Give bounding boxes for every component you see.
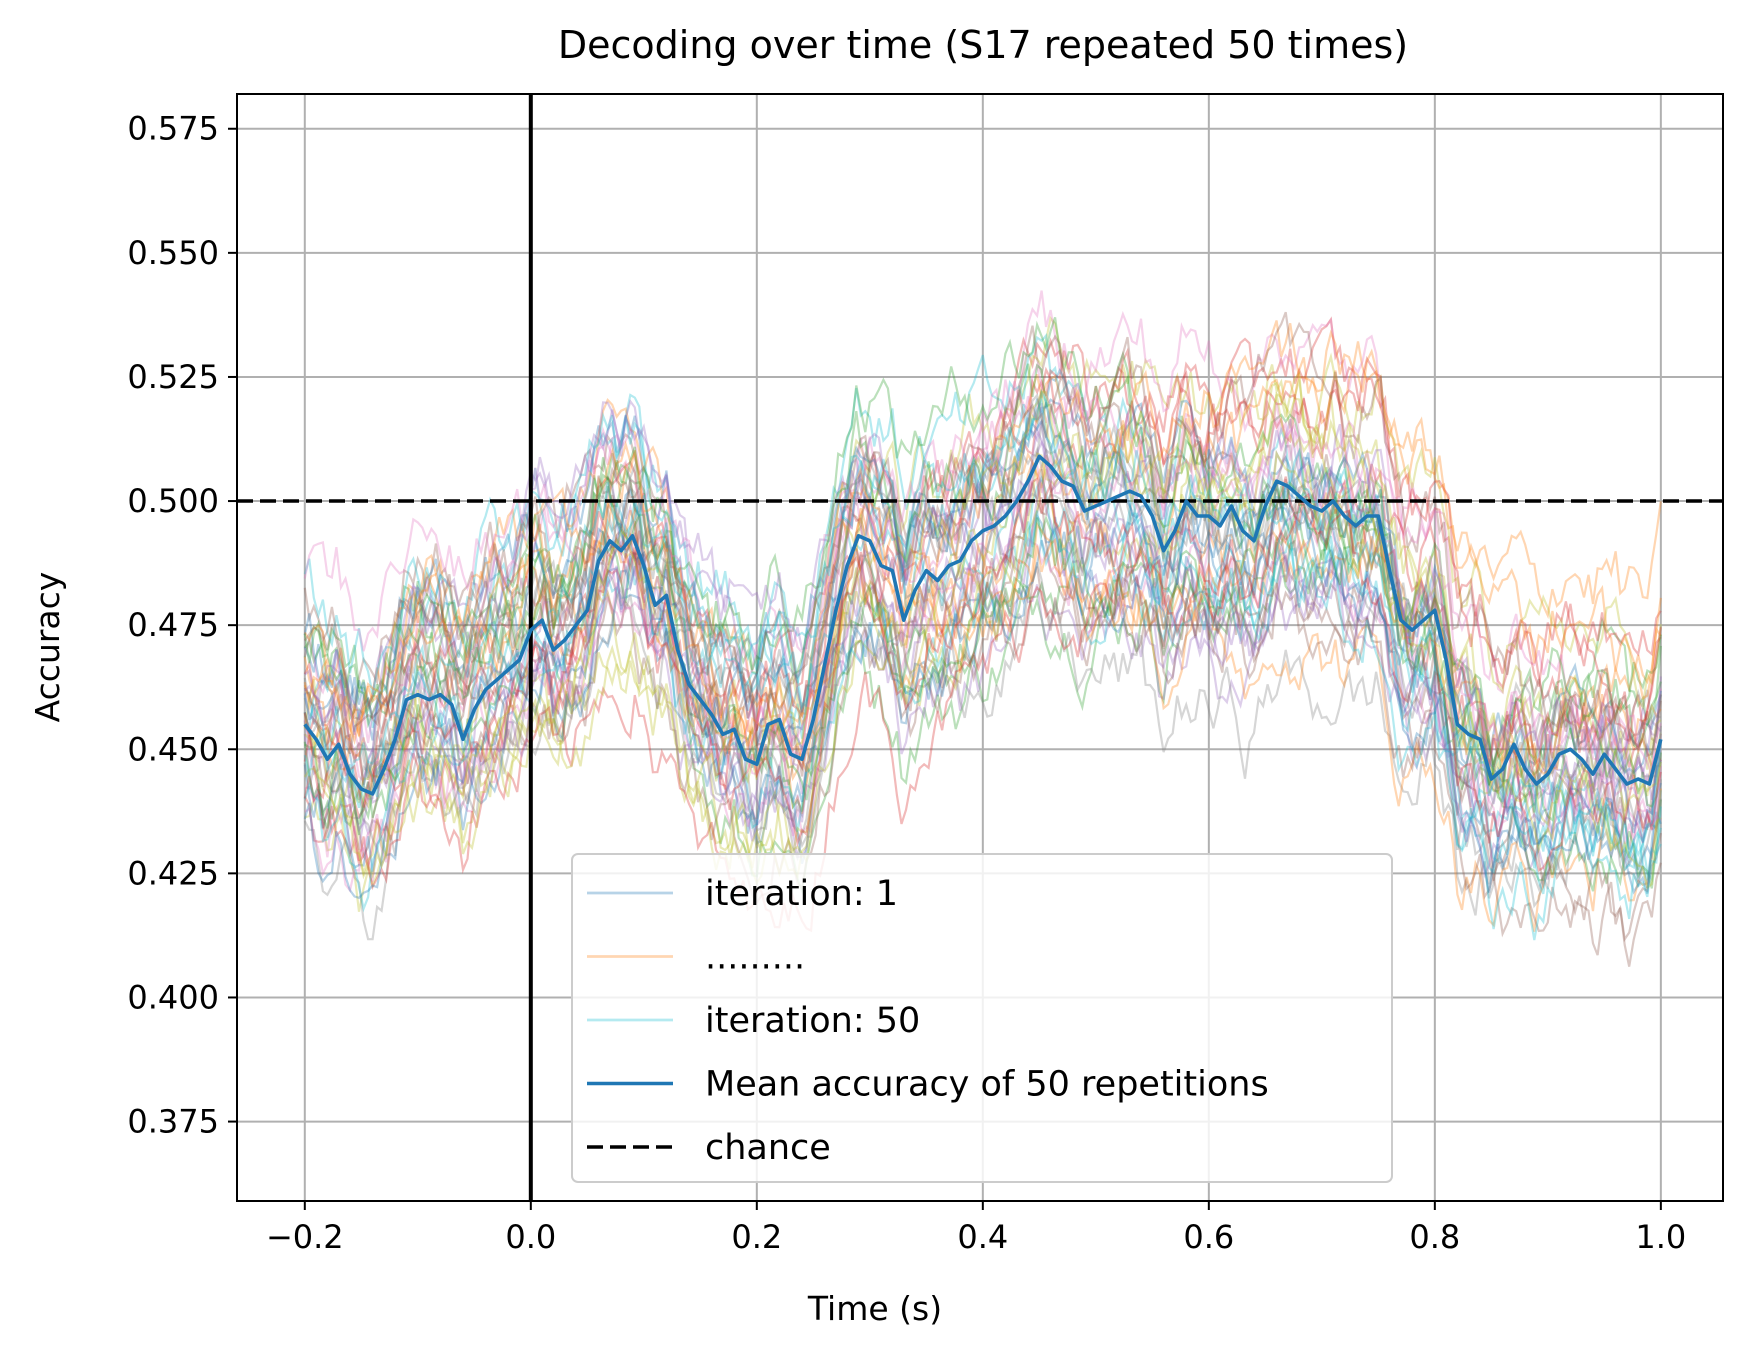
x-tick-label: 0.8 (1409, 1218, 1460, 1256)
x-tick-label: 0.2 (731, 1218, 782, 1256)
y-tick-label: 0.525 (127, 358, 219, 396)
y-axis-ticks: 0.375 0.400 0.425 0.450 0.475 0.500 0.525 0.550… (127, 110, 237, 1141)
x-tick-label: 0.0 (505, 1218, 556, 1256)
plot-frame (236, 93, 1724, 1202)
y-tick-label: 0.400 (127, 978, 219, 1016)
x-tick-label: 1.0 (1635, 1218, 1686, 1256)
x-tick-label: 0.6 (1183, 1218, 1234, 1256)
legend-label: Mean accuracy of 50 repetitions (705, 1065, 1269, 1105)
y-tick-label: 0.475 (127, 606, 219, 644)
y-tick-label: 0.425 (127, 854, 219, 892)
x-axis-ticks: −0.2 0.0 0.2 0.4 0.6 0.8 1.0 (266, 1201, 1686, 1256)
y-tick-label: 0.450 (127, 730, 219, 768)
y-tick-label: 0.575 (127, 110, 219, 148)
mean-accuracy-line (303, 454, 1663, 796)
x-tick-label: 0.4 (957, 1218, 1008, 1256)
legend-label: chance (705, 1128, 831, 1168)
y-axis-label: Accuracy (28, 572, 67, 723)
y-tick-label: 0.375 (127, 1103, 219, 1141)
legend-label: iteration: 1 (705, 874, 898, 914)
y-tick-label: 0.500 (127, 482, 219, 520)
chart-title: Decoding over time (S17 repeated 50 time… (558, 23, 1408, 67)
y-tick-label: 0.550 (127, 234, 219, 272)
legend-label: iteration: 50 (705, 1001, 920, 1041)
x-axis-label: Time (s) (807, 1289, 942, 1328)
legend-box (571, 853, 1393, 1183)
legend-label: ......... (705, 938, 805, 978)
x-tick-label: −0.2 (266, 1218, 344, 1256)
legend: iteration: 1......... iteration: 50 Mean a… (571, 853, 1393, 1183)
